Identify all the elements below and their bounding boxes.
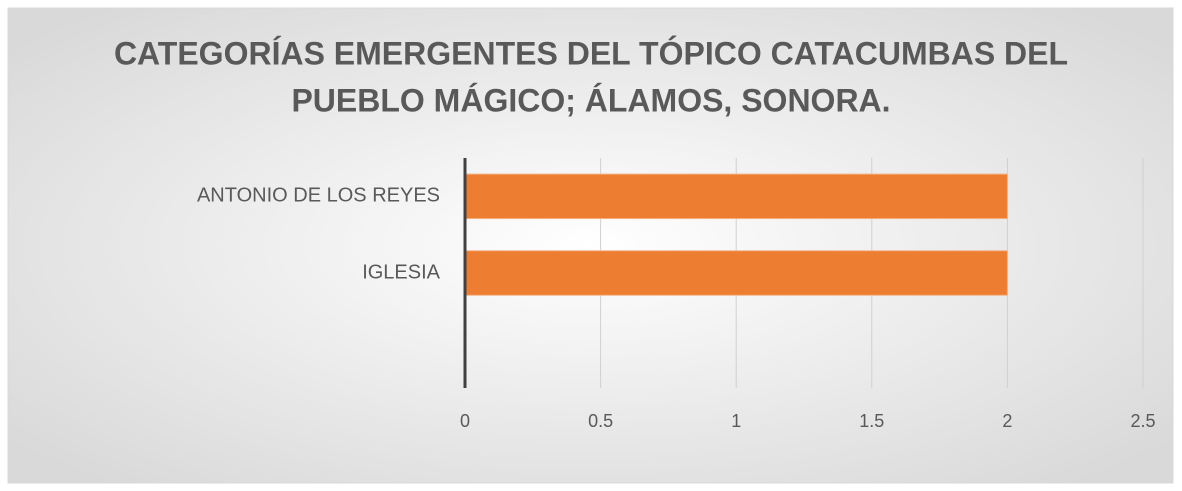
chart-title: PUEBLO MÁGICO; ÁLAMOS, SONORA. [291, 82, 890, 118]
x-tick-label: 2.5 [1130, 411, 1155, 431]
x-tick-label: 0.5 [588, 411, 613, 431]
bar [464, 250, 1008, 296]
x-tick-label: 1 [731, 411, 741, 431]
chart-background [7, 7, 1174, 484]
x-tick-label: 2 [1002, 411, 1012, 431]
x-tick-label: 0 [460, 411, 470, 431]
y-tick-label: ANTONIO DE LOS REYES [197, 185, 440, 207]
bar [464, 173, 1008, 220]
x-tick-label: 1.5 [859, 411, 884, 431]
y-tick-label: IGLESIA [362, 261, 440, 283]
chart-title: CATEGORÍAS EMERGENTES DEL TÓPICO CATACUM… [114, 35, 1068, 71]
